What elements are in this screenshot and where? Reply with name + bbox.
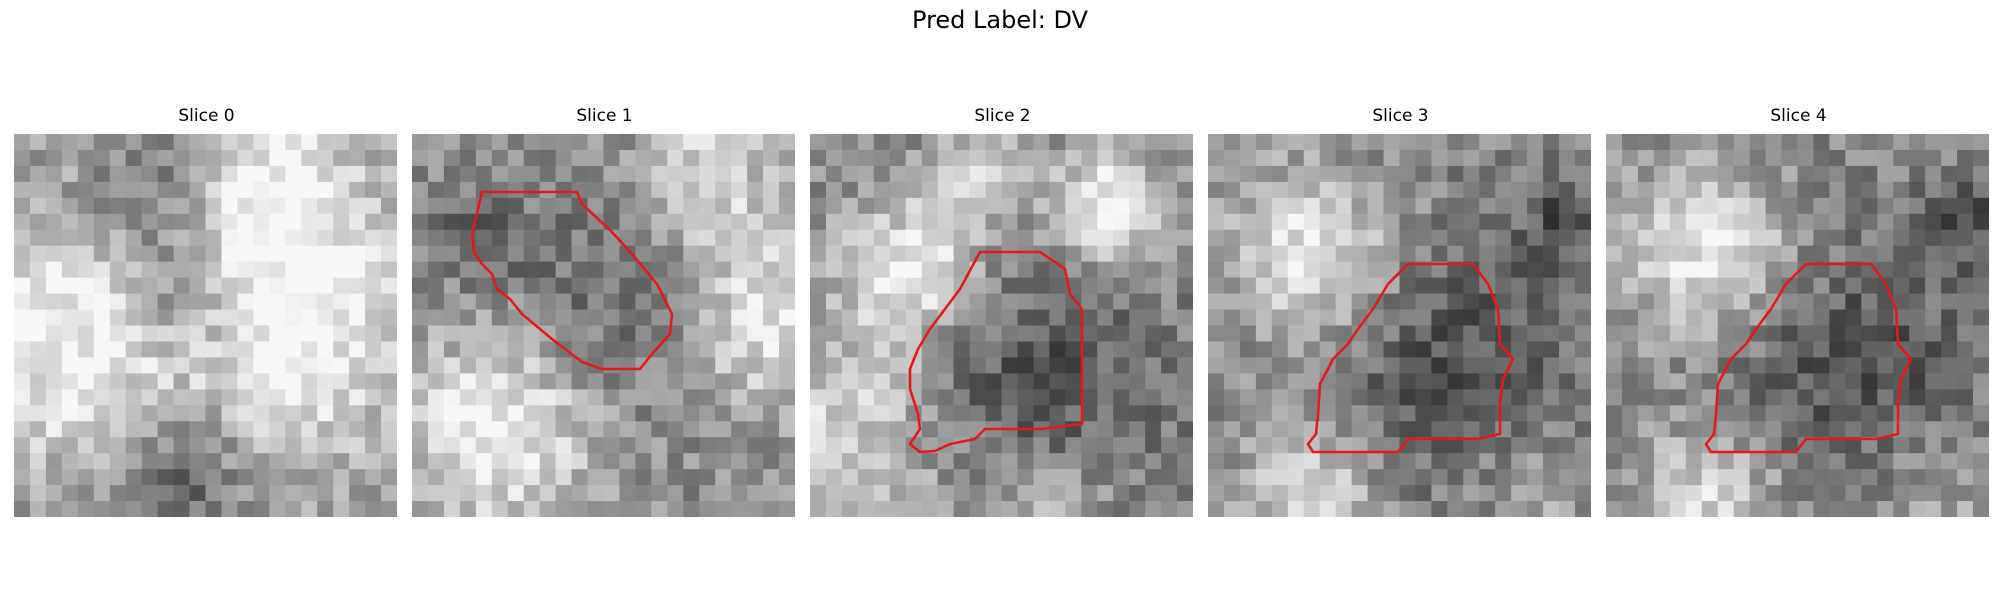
- slice-image: [810, 134, 1193, 517]
- slice-title: Slice 4: [1770, 106, 1827, 126]
- slice-title: Slice 3: [1372, 106, 1429, 126]
- slice-title: Slice 2: [974, 106, 1031, 126]
- slice-image: [14, 134, 397, 517]
- slice-image: [1208, 134, 1591, 517]
- segmentation-contour: [1306, 262, 1515, 454]
- figure-title: Pred Label: DV: [912, 6, 1088, 34]
- slice-image: [412, 134, 795, 517]
- segmentation-contour: [470, 190, 674, 371]
- slice-image: [1606, 134, 1989, 517]
- segmentation-contour: [1704, 262, 1913, 454]
- slice-title: Slice 1: [576, 106, 633, 126]
- slice-title: Slice 0: [178, 106, 235, 126]
- segmentation-contour: [908, 250, 1084, 454]
